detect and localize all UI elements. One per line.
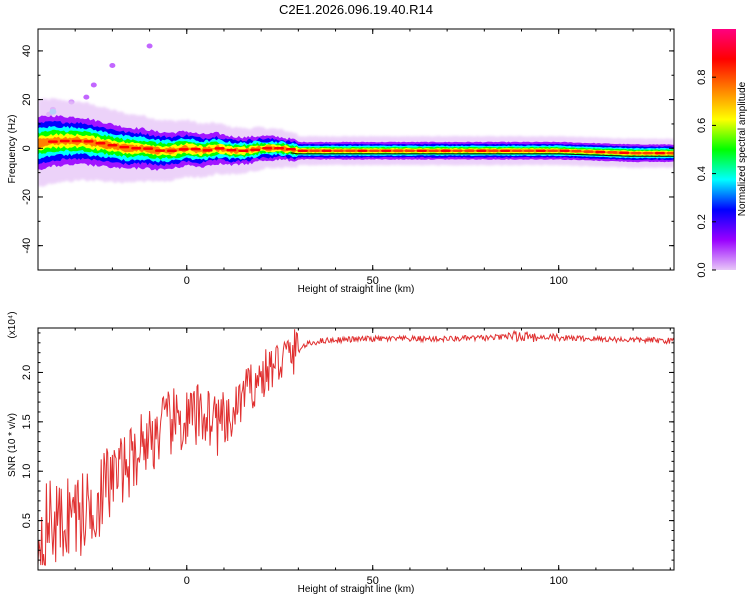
- snr-y-tick-label: 1.0: [21, 464, 33, 479]
- spectrogram-y-tick-label: -40: [21, 238, 33, 254]
- snr-panel: 0 50 100 0.5 1.0 1.5 2.0 Height of straight li…: [7, 311, 675, 595]
- spectrogram-ridge-outline: [290, 152, 674, 157]
- colorbar-label: Normalized spectral amplitude: [737, 81, 748, 216]
- spectrogram-y-tick-label: 20: [21, 93, 33, 105]
- spectrogram-x-tick-label: 100: [550, 275, 568, 287]
- snr-x-tick-label: 100: [550, 575, 568, 587]
- spectrogram-y-tick-label: 0: [21, 145, 33, 151]
- spectrogram-speckle: [83, 94, 90, 100]
- colorbar: 0.0 0.2 0.4 0.6 0.8 Normalized spectral ampl…: [696, 29, 748, 278]
- spectrogram-marks: [38, 43, 674, 188]
- snr-marks: [38, 329, 674, 566]
- spectrogram-speckle: [109, 63, 116, 69]
- colorbar-tick-label: 0.8: [696, 70, 708, 85]
- colorbar-tick-label: 0.0: [696, 262, 708, 277]
- spectrogram-x-tick-label: 0: [184, 275, 190, 287]
- colorbar-tick-label: 0.4: [696, 166, 708, 181]
- snr-ticks: 0 50 100 0.5 1.0 1.5 2.0: [21, 328, 674, 587]
- spectrogram-x-axis-label: Height of straight line (km): [298, 284, 415, 295]
- snr-x-tick-label: 50: [367, 575, 379, 587]
- snr-line: [38, 329, 674, 566]
- colorbar-ticks: 0.0 0.2 0.4 0.6 0.8: [696, 70, 716, 278]
- snr-y-tick-label: 0.5: [21, 513, 33, 528]
- snr-x-axis-label: Height of straight line (km): [298, 584, 415, 595]
- spectrogram-frame: [37, 28, 675, 271]
- colorbar-gradient: [712, 29, 736, 270]
- chart-title: C2E1.2026.096.19.40.R14: [279, 2, 433, 17]
- snr-frame: [37, 327, 675, 571]
- spectrogram-speckle: [146, 43, 153, 49]
- spectrogram-y-axis-label: Frequency (Hz): [7, 115, 18, 184]
- spectrogram-y-tick-label: 40: [21, 45, 33, 57]
- colorbar-tick-label: 0.2: [696, 214, 708, 229]
- spectrogram-panel: 0 50 100 40 20 0 -20 -40 Height of straight lin…: [7, 28, 675, 295]
- snr-y-tick-label: 2.0: [21, 365, 33, 380]
- snr-multiplier-label: (x10⁴): [7, 311, 18, 338]
- spectrogram-speckle: [90, 82, 97, 88]
- colorbar-tick-label: 0.6: [696, 118, 708, 133]
- spectrogram-y-tick-label: -20: [21, 189, 33, 205]
- snr-x-tick-label: 0: [184, 575, 190, 587]
- spectrogram-ticks: 0 50 100 40 20 0 -20 -40: [21, 29, 674, 287]
- snr-y-axis-label: SNR (10 * v/v): [7, 413, 18, 477]
- snr-y-tick-label: 1.5: [21, 414, 33, 429]
- spectrogram-x-tick-label: 50: [367, 275, 379, 287]
